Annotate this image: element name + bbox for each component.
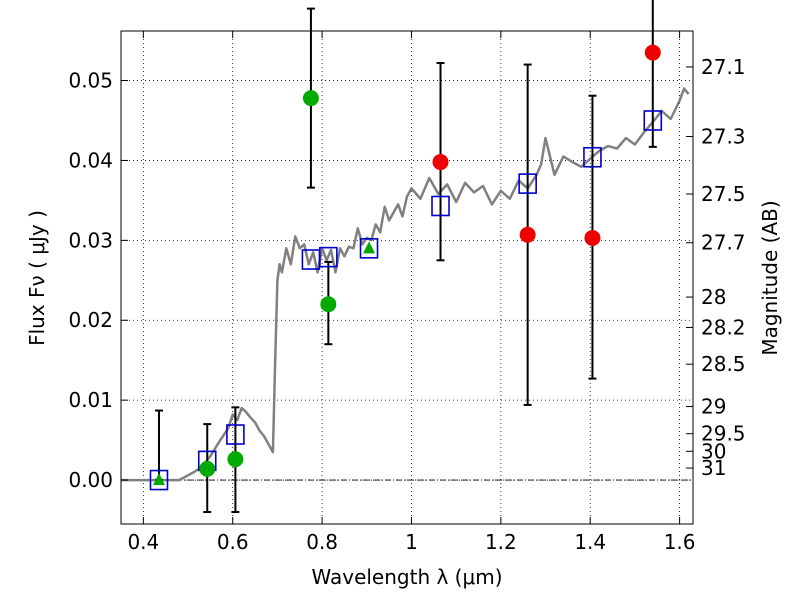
flux-point bbox=[519, 226, 536, 243]
x-tick-label: 1.2 bbox=[485, 530, 517, 554]
flux-point bbox=[302, 90, 319, 107]
model-band-square bbox=[319, 246, 338, 268]
y-tick-label: 0.02 bbox=[68, 308, 113, 332]
mag-tick-label: 28 bbox=[701, 285, 726, 309]
model-band-square bbox=[359, 238, 379, 259]
model-band-square bbox=[149, 469, 169, 491]
model-spectrum-line bbox=[121, 87, 690, 482]
y-tick-label: 0.04 bbox=[68, 148, 113, 172]
flux-point bbox=[584, 229, 601, 246]
limit-triangle bbox=[363, 241, 376, 254]
x-tick-label: 0.6 bbox=[217, 530, 249, 554]
mag-tick-label: 27.1 bbox=[701, 55, 746, 79]
x-tick-label: 1 bbox=[405, 530, 418, 554]
plot-frame bbox=[120, 30, 694, 525]
model-band-square bbox=[518, 173, 537, 194]
mag-tick-label: 27.5 bbox=[701, 182, 746, 206]
mag-tick-label: 31 bbox=[701, 456, 726, 480]
y-tick-label: 0.00 bbox=[68, 468, 113, 492]
mag-tick-label: 28.5 bbox=[701, 352, 746, 376]
mag-tick-label: 27.7 bbox=[701, 231, 746, 255]
x-axis: 0.4 0.6 0.8 1 1.2 1.4 1.6 bbox=[127, 31, 696, 554]
flux-point bbox=[227, 451, 244, 468]
mag-tick-label: 27.3 bbox=[701, 124, 746, 148]
y-axis-label-right: Magnitude (AB) bbox=[758, 200, 782, 355]
x-axis-label: Wavelength λ (μm) bbox=[311, 565, 502, 589]
y-axis-label-left: Flux Fν ( μJy ) bbox=[25, 210, 49, 346]
limit-triangle bbox=[152, 473, 165, 486]
model-spectrum bbox=[121, 87, 690, 482]
flux-point bbox=[644, 44, 661, 61]
model-band-square bbox=[583, 146, 602, 168]
mag-tick-label: 29 bbox=[701, 395, 726, 419]
data-markers bbox=[149, 44, 663, 491]
error-bars bbox=[154, 0, 657, 514]
flux-point bbox=[432, 154, 449, 171]
model-band-square bbox=[643, 110, 663, 131]
x-tick-label: 0.4 bbox=[127, 530, 159, 554]
x-tick-label: 1.4 bbox=[574, 530, 606, 554]
y-tick-label: 0.05 bbox=[68, 69, 113, 93]
flux-point bbox=[320, 296, 337, 313]
y-tick-label: 0.01 bbox=[68, 388, 113, 412]
x-tick-label: 0.8 bbox=[306, 530, 338, 554]
mag-tick-label: 30 bbox=[701, 439, 726, 463]
model-band-square bbox=[226, 424, 245, 445]
y-tick-label: 0.03 bbox=[68, 228, 113, 252]
mag-tick-label: 28.2 bbox=[701, 315, 746, 339]
mag-tick-label: 29.5 bbox=[701, 422, 746, 446]
x-tick-label: 1.6 bbox=[664, 530, 696, 554]
y-axis-left: 0.00 0.01 0.02 0.03 0.04 0.05 bbox=[68, 69, 128, 492]
flux-point bbox=[199, 460, 216, 477]
model-band-square bbox=[431, 195, 450, 217]
